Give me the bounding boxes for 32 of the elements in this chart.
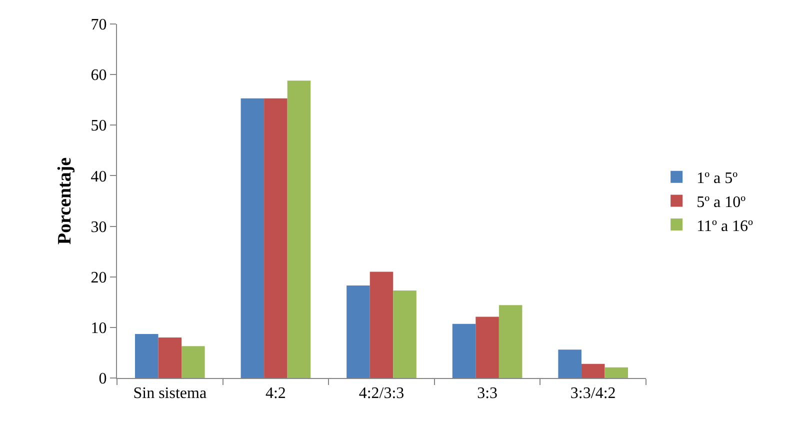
- bar: [581, 364, 605, 378]
- bar: [452, 324, 476, 378]
- y-tick-label: 40: [90, 168, 107, 186]
- bar: [240, 98, 264, 378]
- bar: [393, 290, 416, 378]
- bar: [346, 285, 370, 378]
- bar: [287, 80, 311, 378]
- bar: [604, 367, 628, 378]
- x-tick-label: 3:3/4:2: [570, 385, 616, 402]
- bar: [182, 346, 205, 378]
- x-tick-label: Sin sistema: [133, 385, 207, 402]
- legend-label: 5º a 10º: [696, 194, 746, 211]
- legend-label: 1º a 5º: [696, 170, 738, 188]
- y-tick-label: 70: [90, 16, 107, 34]
- x-tick-label: 4:2: [265, 385, 286, 402]
- x-tick-label: 3:3: [477, 385, 498, 402]
- bar: [558, 350, 582, 378]
- bar: [370, 272, 394, 378]
- bar: [476, 316, 499, 378]
- bar: [498, 305, 522, 378]
- y-tick-label: 60: [90, 67, 107, 84]
- y-tick-label: 30: [90, 218, 107, 236]
- x-tick-label: 4:2/3:3: [358, 385, 404, 402]
- y-axis-title: Porcentaje: [54, 157, 76, 245]
- y-tick-label: 50: [90, 118, 107, 135]
- y-tick-label: 10: [90, 320, 107, 338]
- bar: [264, 98, 288, 378]
- legend-label: 11º a 16º: [696, 218, 754, 235]
- bar: [134, 334, 158, 378]
- bar: [158, 338, 182, 378]
- y-tick-label: 20: [90, 269, 107, 286]
- y-tick-label: 0: [98, 370, 107, 388]
